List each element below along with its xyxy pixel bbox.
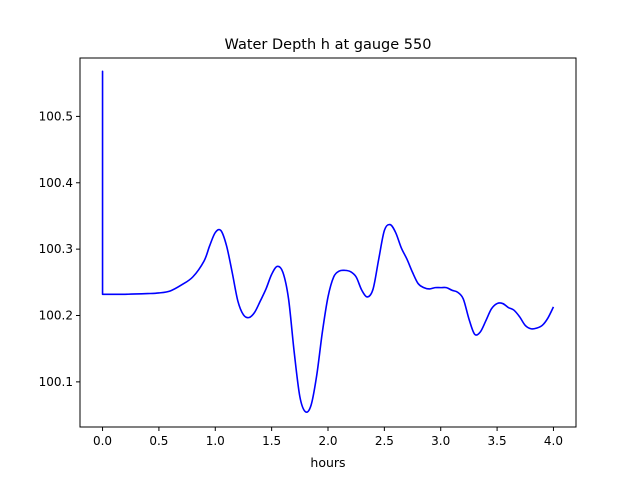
plot-frame xyxy=(79,57,577,428)
plot-background xyxy=(80,58,576,427)
x-tick-label: 0.0 xyxy=(93,434,112,448)
y-tick-label: 100.3 xyxy=(39,242,73,256)
x-tick-label: 4.0 xyxy=(544,434,563,448)
x-tick-label: 3.5 xyxy=(488,434,507,448)
x-axis-ticks: 0.0 0.5 1.0 1.5 2.0 2.5 3.0 3.5 4.0 xyxy=(93,427,563,448)
x-tick-label: 1.0 xyxy=(206,434,225,448)
x-tick-label: 2.0 xyxy=(318,434,337,448)
y-tick-label: 100.2 xyxy=(39,309,73,323)
chart-title: Water Depth h at gauge 550 xyxy=(225,37,432,53)
x-tick-label: 0.5 xyxy=(149,434,168,448)
x-tick-label: 1.5 xyxy=(262,434,281,448)
x-tick-label: 2.5 xyxy=(375,434,394,448)
y-tick-label: 100.5 xyxy=(39,109,73,123)
series-layer xyxy=(101,70,555,413)
y-axis-ticks: 100.1 100.2 100.3 100.4 100.5 xyxy=(39,109,80,389)
x-axis-label: hours xyxy=(310,455,345,470)
series-line xyxy=(101,70,555,413)
x-tick-label: 3.0 xyxy=(431,434,450,448)
y-tick-label: 100.4 xyxy=(39,176,73,190)
y-tick-label: 100.1 xyxy=(39,375,73,389)
